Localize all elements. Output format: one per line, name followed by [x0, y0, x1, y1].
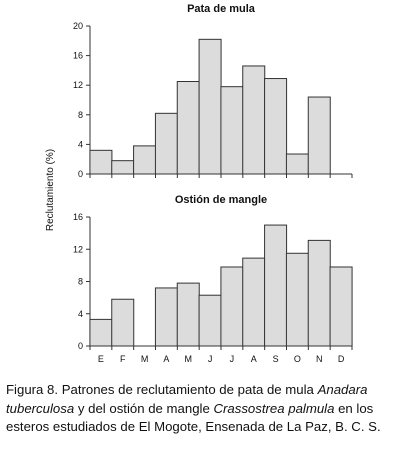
bar: [133, 145, 157, 175]
y-tick-label: 16: [73, 51, 83, 61]
y-tick-label: 12: [73, 244, 83, 254]
caption-prefix: Figura 8. Patrones de reclutamiento de p…: [6, 382, 318, 397]
bar: [242, 65, 266, 175]
chart-title: Pata de mula: [187, 3, 256, 15]
bar: [198, 38, 222, 175]
y-tick-label: 4: [78, 139, 83, 149]
bar: [285, 153, 309, 175]
bar: [264, 78, 288, 175]
bar: [307, 239, 331, 347]
bar: [285, 252, 309, 347]
x-tick-label: E: [98, 354, 104, 364]
bar: [264, 224, 288, 347]
caption-suffix: en los esteros estudiados de El Mogote, …: [6, 400, 381, 435]
y-tick-label: 4: [78, 309, 83, 319]
bar: [176, 81, 200, 175]
y-tick-label: 16: [73, 212, 83, 222]
x-tick-label: D: [338, 354, 345, 364]
caption-species-2: Crassostrea palmula: [213, 400, 335, 416]
bar: [89, 318, 113, 347]
x-tick-label: F: [120, 354, 126, 364]
bar: [329, 266, 353, 347]
x-tick-label: N: [316, 354, 323, 364]
x-tick-label: A: [251, 354, 257, 364]
chart-pata-de-mula: Pata de mula 0 4 8 12 16 20: [73, 3, 353, 179]
y-tick-label: 8: [78, 110, 83, 120]
y-tick-label: 0: [78, 341, 83, 351]
bar: [198, 294, 222, 347]
y-tick-label: 20: [73, 21, 83, 31]
figure-canvas: Reclutamiento (%) Pata de mula048121620 …: [45, 3, 353, 364]
y-tick-label: 12: [73, 80, 83, 90]
bar: [220, 86, 244, 175]
y-axis-label: Reclutamiento (%): [45, 149, 56, 231]
caption-species-1: Anadara tuberculosa: [6, 382, 368, 416]
bar: [89, 149, 113, 175]
bar: [220, 266, 244, 347]
x-tick-label: M: [185, 354, 193, 364]
bar: [307, 96, 331, 175]
y-tick-label: 8: [78, 277, 83, 287]
bar: [242, 257, 266, 347]
x-tick-label: S: [273, 354, 279, 364]
x-tick-label: J: [208, 354, 213, 364]
bar: [154, 287, 178, 347]
figure-caption: Figura 8. Patrones de reclutamiento de p…: [6, 381, 414, 437]
bar: [111, 298, 135, 347]
y-tick-label: 0: [78, 169, 83, 179]
bar: [176, 282, 200, 347]
bar: [111, 160, 135, 175]
chart-title: Ostión de mangle: [175, 194, 267, 206]
chart-ostion-de-mangle: Ostión de mangle 0 4 8 12 16 E F M A M J J A S O N D: [73, 194, 353, 364]
caption-middle: y del ostión de mangle: [74, 400, 214, 416]
bar: [154, 112, 178, 175]
x-tick-label: O: [294, 354, 301, 364]
x-tick-label: A: [163, 354, 169, 364]
x-tick-label: J: [230, 354, 235, 364]
x-tick-label: M: [141, 354, 149, 364]
